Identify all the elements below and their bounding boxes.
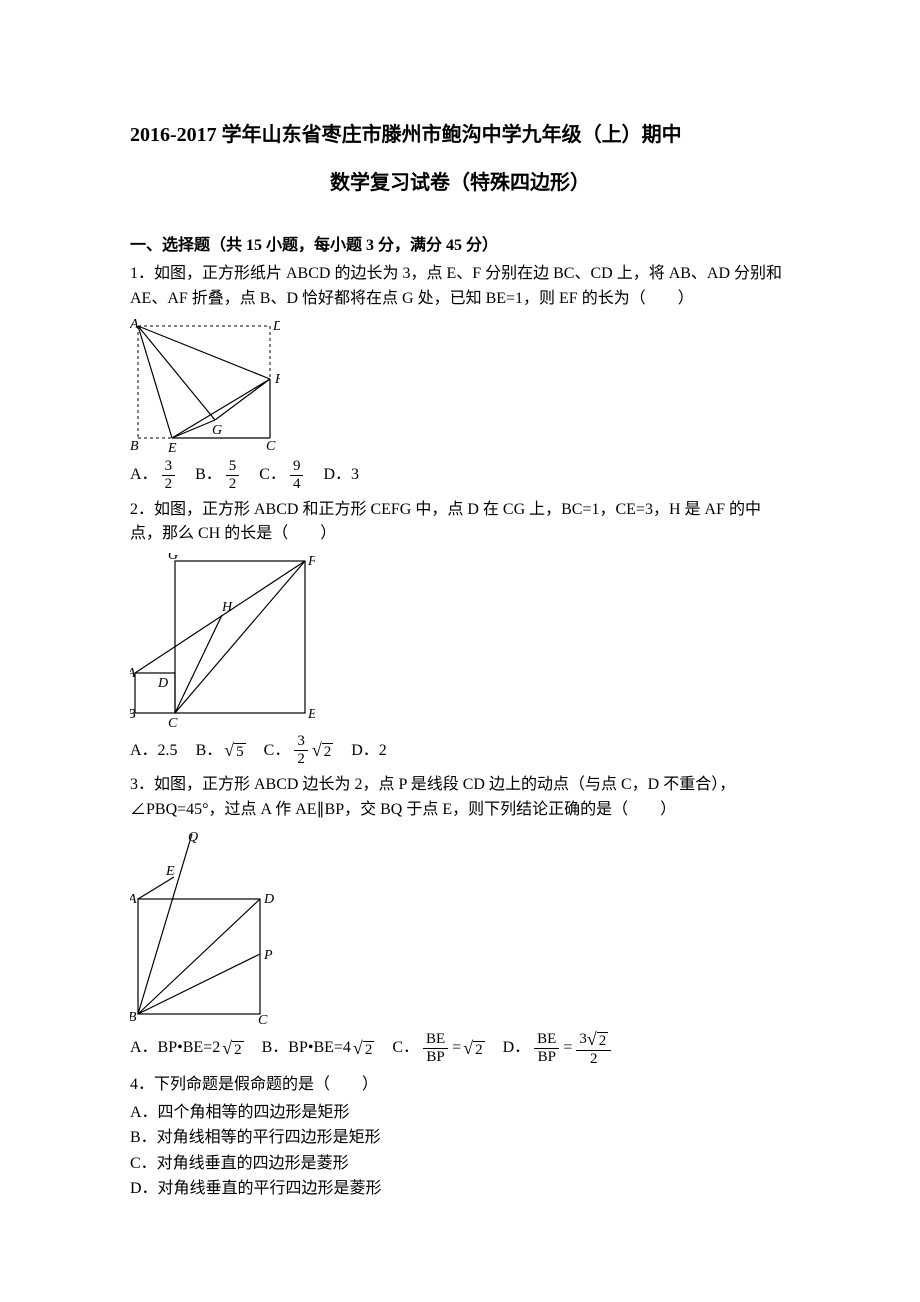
q3-text: 3．如图，正方形 ABCD 边长为 2，点 P 是线段 CD 边上的动点（与点 … bbox=[130, 773, 790, 823]
q2-text: 2．如图，正方形 ABCD 和正方形 CEFG 中，点 D 在 CG 上，BC=… bbox=[130, 498, 790, 548]
svg-text:E: E bbox=[167, 441, 177, 453]
q3-figure: Q E A D B C P bbox=[130, 829, 790, 1024]
q2-optC: C． bbox=[264, 738, 291, 764]
q3-optB: B．BP•BE=4 bbox=[262, 1035, 351, 1061]
q1-optB: B． bbox=[195, 462, 222, 488]
svg-text:E: E bbox=[165, 864, 175, 879]
q4-text: 4．下列命题是假命题的是（ ） bbox=[130, 1073, 790, 1098]
q2-optD: D．2 bbox=[351, 738, 387, 764]
svg-text:D: D bbox=[272, 319, 280, 334]
q4-optB: B．对角线相等的平行四边形是矩形 bbox=[130, 1125, 790, 1151]
svg-text:A: A bbox=[130, 892, 137, 907]
q4-optD: D．对角线垂直的平行四边形是菱形 bbox=[130, 1176, 790, 1202]
svg-text:G: G bbox=[212, 423, 222, 438]
svg-text:Q: Q bbox=[188, 830, 198, 845]
svg-text:B: B bbox=[130, 1010, 137, 1024]
svg-text:G: G bbox=[168, 553, 178, 563]
q2-options: A．2.5 B．√5 C．32√2 D．2 bbox=[130, 734, 790, 767]
q3-optC: C． bbox=[392, 1035, 419, 1061]
svg-text:F: F bbox=[274, 372, 280, 387]
svg-text:B: B bbox=[130, 707, 136, 722]
svg-text:A: A bbox=[130, 318, 139, 332]
svg-text:D: D bbox=[157, 676, 168, 691]
title-main: 2016-2017 学年山东省枣庄市滕州市鲍沟中学九年级（上）期中 bbox=[130, 120, 790, 150]
svg-text:C: C bbox=[168, 716, 178, 728]
svg-text:F: F bbox=[307, 554, 315, 569]
svg-text:C: C bbox=[266, 439, 276, 453]
svg-text:E: E bbox=[307, 707, 315, 722]
q1-optD: D．3 bbox=[323, 462, 359, 488]
title-sub: 数学复习试卷（特殊四边形） bbox=[130, 168, 790, 198]
q2-optB: B． bbox=[196, 738, 223, 764]
q1-text: 1．如图，正方形纸片 ABCD 的边长为 3，点 E、F 分别在边 BC、CD … bbox=[130, 262, 790, 312]
q4-optA: A．四个角相等的四边形是矩形 bbox=[130, 1100, 790, 1126]
svg-text:C: C bbox=[258, 1013, 268, 1024]
q3-optA: A．BP•BE=2 bbox=[130, 1035, 220, 1061]
q2-optA: A．2.5 bbox=[130, 738, 178, 764]
q4-optC: C．对角线垂直的四边形是菱形 bbox=[130, 1151, 790, 1177]
q2-figure: G F E C A D B H bbox=[130, 553, 790, 728]
section-header: 一、选择题（共 15 小题，每小题 3 分，满分 45 分） bbox=[130, 234, 790, 258]
q1-options: A．32 B．52 C．94 D．3 bbox=[130, 459, 790, 492]
svg-text:H: H bbox=[221, 600, 233, 615]
svg-text:B: B bbox=[130, 439, 139, 453]
q1-figure: A D B C E F G bbox=[130, 318, 790, 453]
svg-text:D: D bbox=[263, 892, 274, 907]
q3-options: A．BP•BE=2√2 B．BP•BE=4√2 C．BEBP =√2 D．BEB… bbox=[130, 1030, 790, 1067]
q1-optC: C． bbox=[259, 462, 286, 488]
svg-text:P: P bbox=[263, 948, 273, 963]
q1-optA: A． bbox=[130, 462, 158, 488]
svg-text:A: A bbox=[130, 666, 136, 681]
q3-optD: D． bbox=[503, 1035, 531, 1061]
